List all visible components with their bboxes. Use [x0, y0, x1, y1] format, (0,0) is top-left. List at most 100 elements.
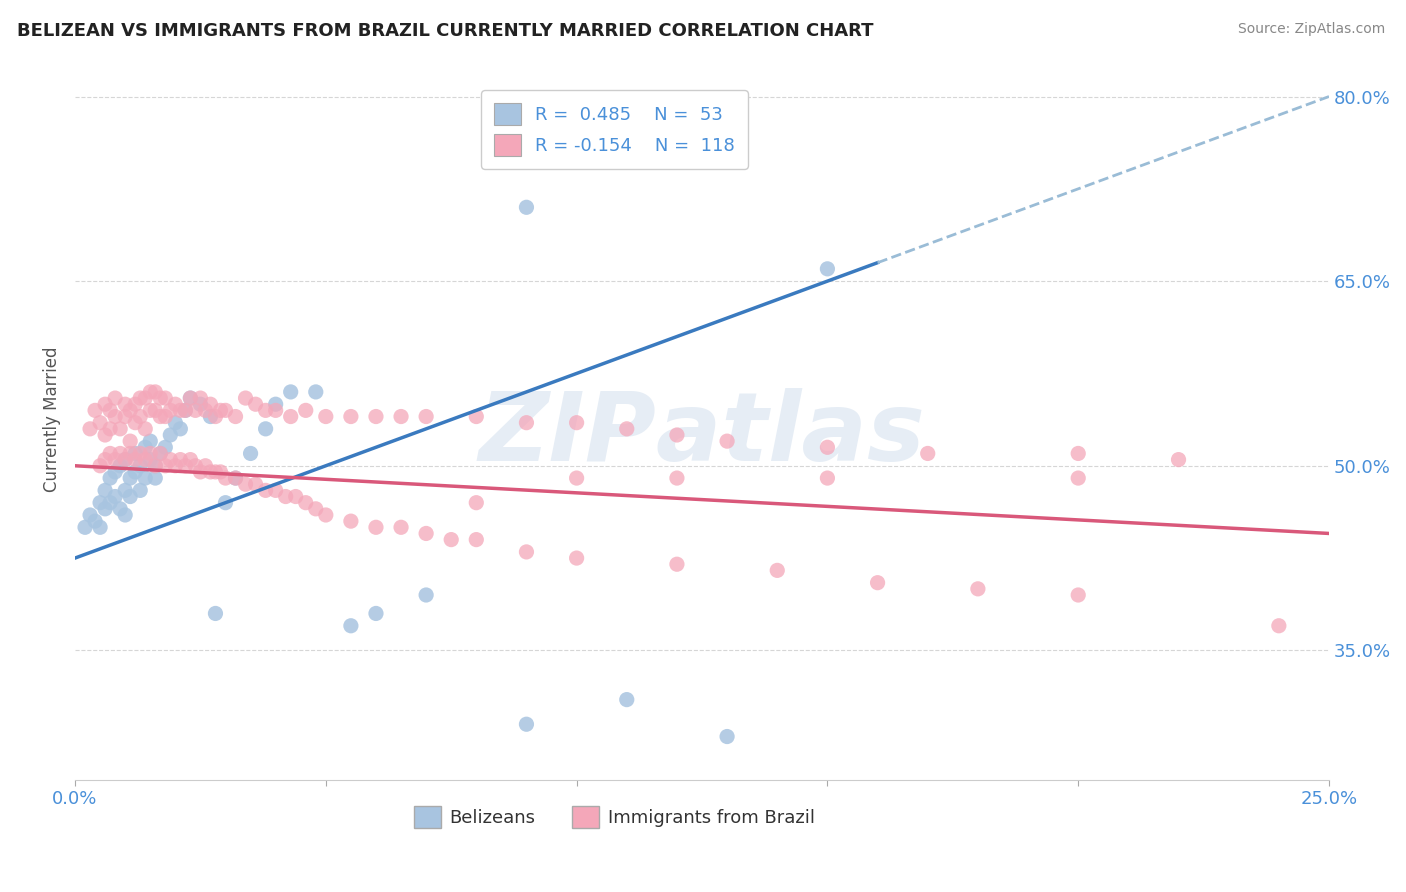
Point: [200, 397, 222, 411]
Point: [108, 458, 131, 473]
Point: [143, 471, 166, 485]
Point: [225, 409, 247, 424]
Point: [389, 409, 412, 424]
Point: [214, 471, 236, 485]
Point: [209, 403, 232, 417]
Point: [245, 477, 267, 491]
Point: [108, 422, 131, 436]
Point: [616, 692, 638, 706]
Point: [89, 416, 111, 430]
Point: [565, 416, 588, 430]
Point: [94, 452, 117, 467]
Point: [515, 200, 537, 214]
Point: [1067, 471, 1090, 485]
Point: [194, 458, 217, 473]
Point: [194, 403, 217, 417]
Point: [716, 730, 738, 744]
Point: [305, 384, 328, 399]
Point: [149, 446, 172, 460]
Point: [245, 397, 267, 411]
Point: [129, 446, 152, 460]
Point: [149, 446, 172, 460]
Point: [190, 397, 212, 411]
Point: [124, 446, 146, 460]
Point: [129, 458, 152, 473]
Point: [340, 409, 363, 424]
Point: [104, 391, 127, 405]
Point: [124, 397, 146, 411]
Point: [114, 508, 136, 522]
Legend: Belizeans, Immigrants from Brazil: Belizeans, Immigrants from Brazil: [406, 799, 823, 836]
Point: [98, 403, 121, 417]
Point: [415, 526, 437, 541]
Point: [200, 465, 222, 479]
Point: [200, 409, 222, 424]
Text: Source: ZipAtlas.com: Source: ZipAtlas.com: [1237, 22, 1385, 37]
Point: [79, 508, 101, 522]
Point: [184, 403, 207, 417]
Text: ZIP⁠atlas: ZIP⁠atlas: [478, 387, 925, 481]
Point: [515, 545, 537, 559]
Point: [165, 397, 187, 411]
Point: [169, 452, 191, 467]
Point: [294, 496, 316, 510]
Point: [155, 409, 177, 424]
Point: [134, 471, 156, 485]
Point: [120, 490, 142, 504]
Point: [149, 409, 172, 424]
Point: [179, 391, 201, 405]
Point: [1167, 452, 1189, 467]
Point: [120, 403, 142, 417]
Point: [766, 563, 789, 577]
Point: [254, 483, 277, 498]
Point: [254, 422, 277, 436]
Point: [235, 477, 257, 491]
Point: [98, 422, 121, 436]
Point: [364, 607, 387, 621]
Point: [364, 520, 387, 534]
Point: [389, 520, 412, 534]
Point: [114, 409, 136, 424]
Point: [665, 471, 688, 485]
Point: [565, 471, 588, 485]
Text: BELIZEAN VS IMMIGRANTS FROM BRAZIL CURRENTLY MARRIED CORRELATION CHART: BELIZEAN VS IMMIGRANTS FROM BRAZIL CURRE…: [17, 22, 873, 40]
Point: [465, 533, 488, 547]
Point: [108, 446, 131, 460]
Point: [917, 446, 939, 460]
Point: [294, 403, 316, 417]
Point: [159, 452, 181, 467]
Point: [305, 501, 328, 516]
Point: [716, 434, 738, 449]
Point: [114, 483, 136, 498]
Point: [184, 458, 207, 473]
Point: [465, 409, 488, 424]
Point: [159, 403, 181, 417]
Point: [104, 409, 127, 424]
Point: [165, 416, 187, 430]
Point: [134, 391, 156, 405]
Point: [143, 384, 166, 399]
Point: [120, 434, 142, 449]
Point: [155, 458, 177, 473]
Point: [89, 520, 111, 534]
Point: [143, 458, 166, 473]
Point: [94, 428, 117, 442]
Point: [98, 446, 121, 460]
Point: [79, 422, 101, 436]
Point: [94, 397, 117, 411]
Point: [94, 501, 117, 516]
Point: [866, 575, 889, 590]
Point: [129, 483, 152, 498]
Point: [815, 261, 838, 276]
Point: [174, 403, 197, 417]
Point: [204, 409, 226, 424]
Point: [440, 533, 463, 547]
Point: [515, 416, 537, 430]
Point: [190, 391, 212, 405]
Point: [616, 422, 638, 436]
Point: [465, 496, 488, 510]
Point: [315, 508, 337, 522]
Point: [225, 471, 247, 485]
Point: [104, 490, 127, 504]
Point: [174, 458, 197, 473]
